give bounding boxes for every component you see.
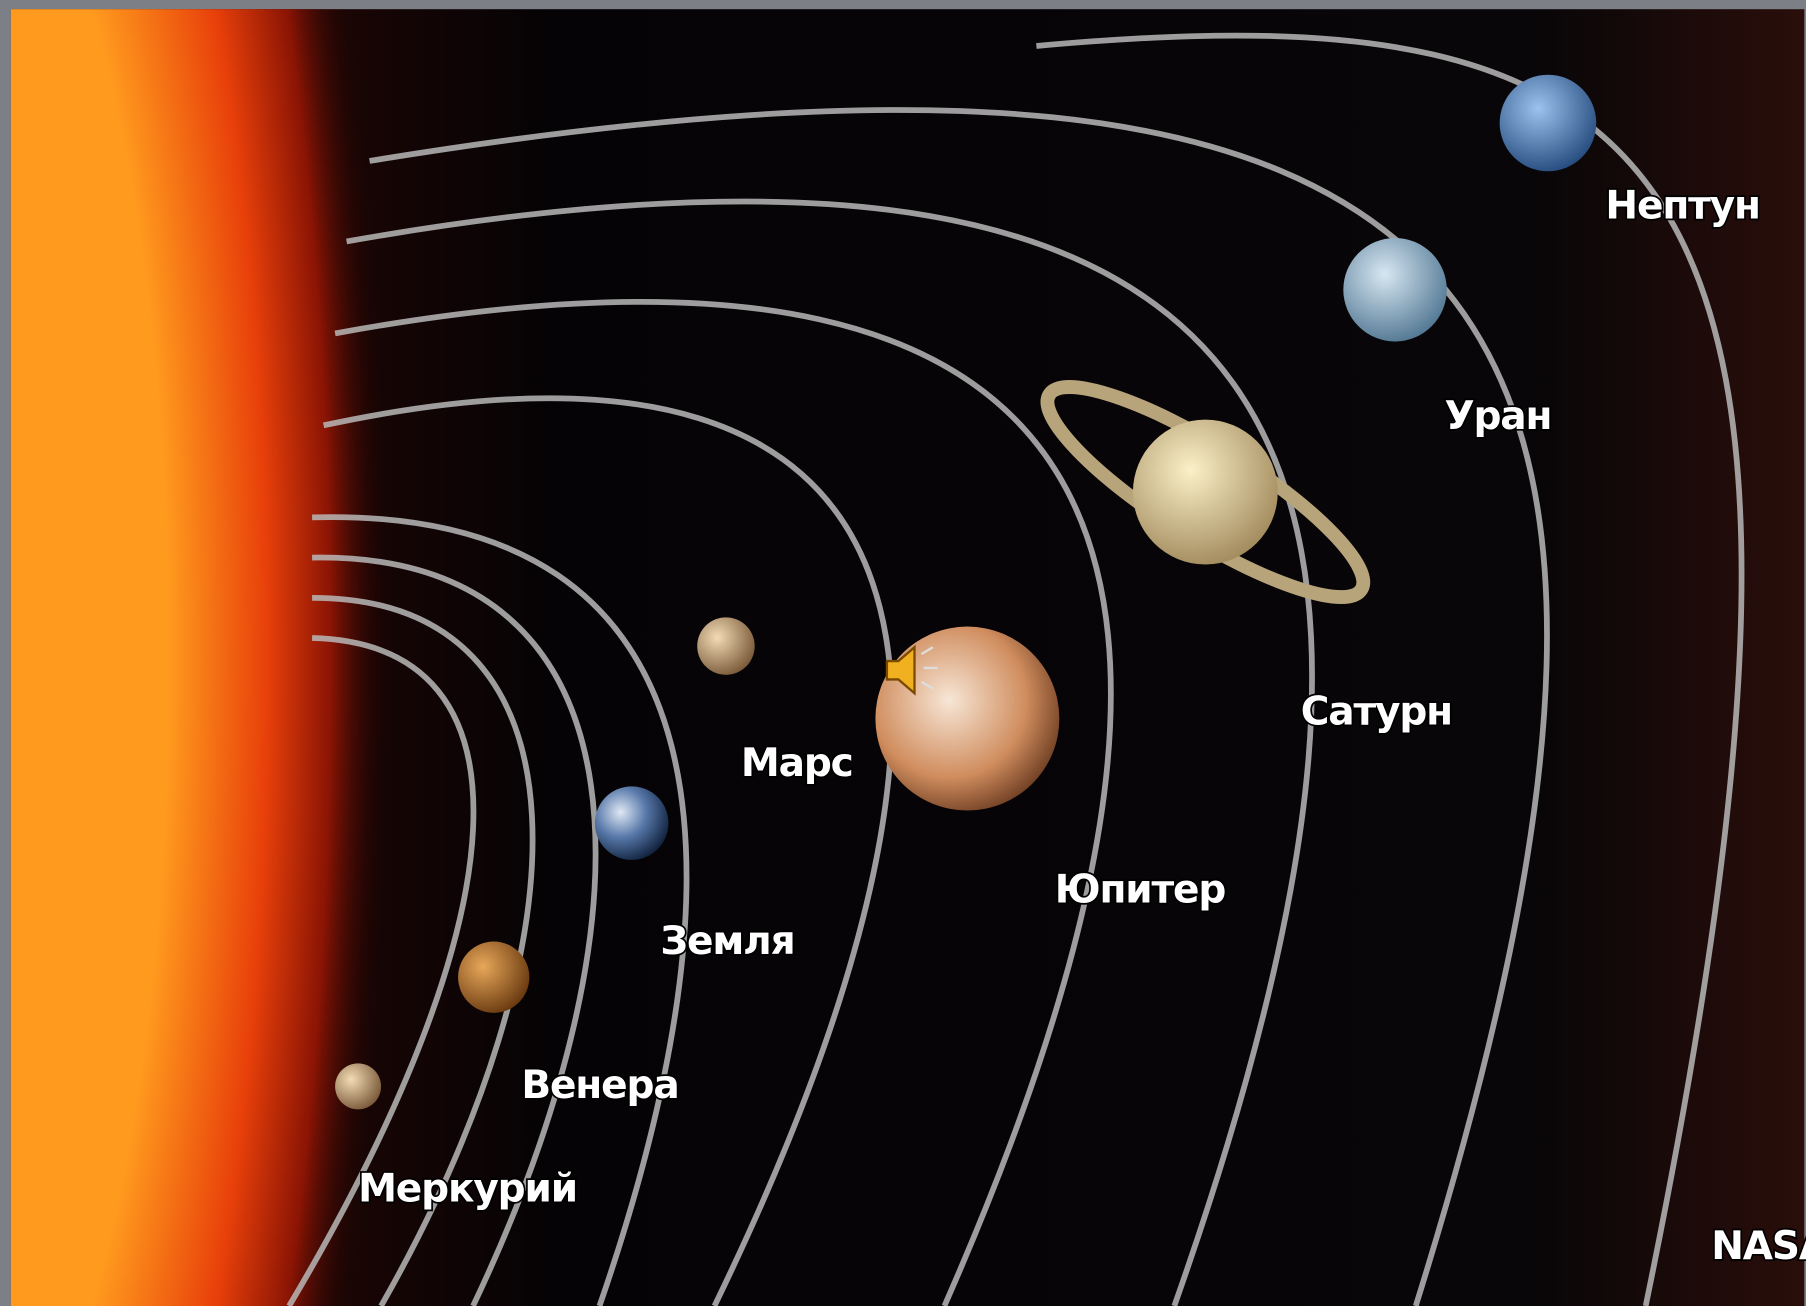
planet-label: Юпитер: [1055, 867, 1226, 912]
planets: [335, 74, 1597, 1110]
venus: [458, 941, 530, 1013]
planet-label: Нептун: [1605, 183, 1759, 228]
labels: Меркурий Венера Земля Марс Юпитер Сатурн Уран Н…: [356, 182, 1806, 1271]
sun: [10, 9, 391, 1306]
planet-label: Земля: [660, 919, 794, 964]
saturn: [1132, 419, 1278, 565]
credit: NASA: [1711, 1224, 1806, 1269]
speaker-icon[interactable]: [885, 644, 938, 696]
mars: [697, 617, 755, 675]
planet-label: Венера: [521, 1063, 678, 1108]
mercury: [335, 1063, 382, 1110]
planet-label: Меркурий: [358, 1166, 577, 1211]
planet-label: Уран: [1444, 394, 1551, 439]
jupiter: [875, 626, 1060, 811]
orbits: [286, 32, 1745, 1306]
neptune: [1499, 74, 1597, 172]
planet-label: Марс: [741, 741, 853, 786]
planet-label: Сатурн: [1301, 689, 1452, 734]
earth: [594, 786, 669, 860]
uranus: [1343, 237, 1447, 342]
